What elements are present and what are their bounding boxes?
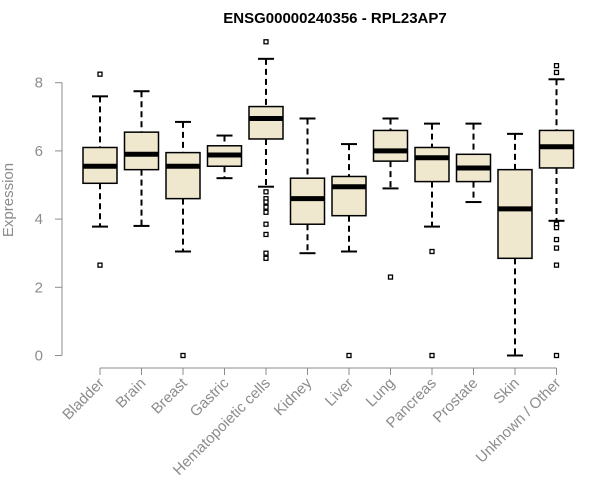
outlier-point (553, 224, 560, 231)
outlier-point (263, 255, 269, 261)
outlier-point (263, 250, 269, 256)
y-tick-label: 4 (35, 211, 43, 228)
outlier-point (429, 248, 435, 255)
outlier-point (263, 209, 269, 215)
outlier-point (429, 352, 435, 359)
box-prostate (455, 122, 492, 204)
iqr-box (165, 151, 201, 200)
outlier-point (263, 189, 269, 195)
outlier-point (553, 245, 560, 251)
outlier-point (346, 352, 352, 359)
outlier-point (553, 262, 560, 268)
box-brain (123, 90, 160, 227)
box-breast (165, 120, 201, 359)
x-tick-label: Prostate (430, 375, 482, 427)
box-lung (372, 117, 409, 280)
y-tick-label: 6 (35, 143, 43, 160)
iqr-box (414, 146, 450, 183)
y-axis-label: Expression (0, 163, 17, 237)
outlier-point (263, 39, 269, 45)
y-tick-label: 8 (35, 75, 43, 92)
box-bladder (82, 71, 118, 268)
x-tick-label: Liver (322, 375, 357, 410)
box-pancreas (414, 122, 450, 359)
outlier-point (387, 274, 394, 280)
iqr-box (289, 177, 326, 225)
outlier-point (97, 71, 103, 77)
outlier-point (263, 204, 269, 210)
outlier-point (97, 262, 103, 268)
box-unknown-other (538, 63, 575, 359)
x-tick-label: Skin (490, 375, 523, 408)
x-tick-label: Breast (148, 374, 191, 417)
outlier-point (553, 236, 560, 243)
iqr-box (497, 168, 533, 260)
box-liver (331, 143, 367, 359)
y-axis: 0 2 4 6 8 (35, 75, 63, 365)
iqr-box (372, 129, 409, 162)
x-tick-label: Kidney (271, 374, 316, 419)
box-hematopoietic-cells (248, 39, 284, 261)
outlier-point (553, 63, 560, 69)
x-tick-label: Lung (363, 375, 399, 411)
outlier-point (553, 69, 560, 76)
y-tick-label: 0 (35, 348, 43, 365)
iqr-box (248, 105, 284, 140)
x-tick-label: Bladder (59, 375, 108, 424)
box-kidney (289, 117, 326, 255)
outlier-point (263, 221, 269, 227)
box-skin (497, 132, 533, 357)
chart-title: ENSG00000240356 - RPL23AP7 (223, 10, 446, 27)
iqr-box (123, 131, 160, 171)
outlier-point (263, 231, 269, 238)
plot-area (82, 39, 575, 359)
iqr-box (331, 175, 367, 217)
outlier-point (263, 199, 269, 205)
y-tick-label: 2 (35, 279, 43, 296)
outlier-point (553, 352, 560, 359)
outlier-point (180, 352, 186, 359)
box-gastric (206, 134, 243, 180)
x-tick-label: Brain (113, 375, 150, 412)
